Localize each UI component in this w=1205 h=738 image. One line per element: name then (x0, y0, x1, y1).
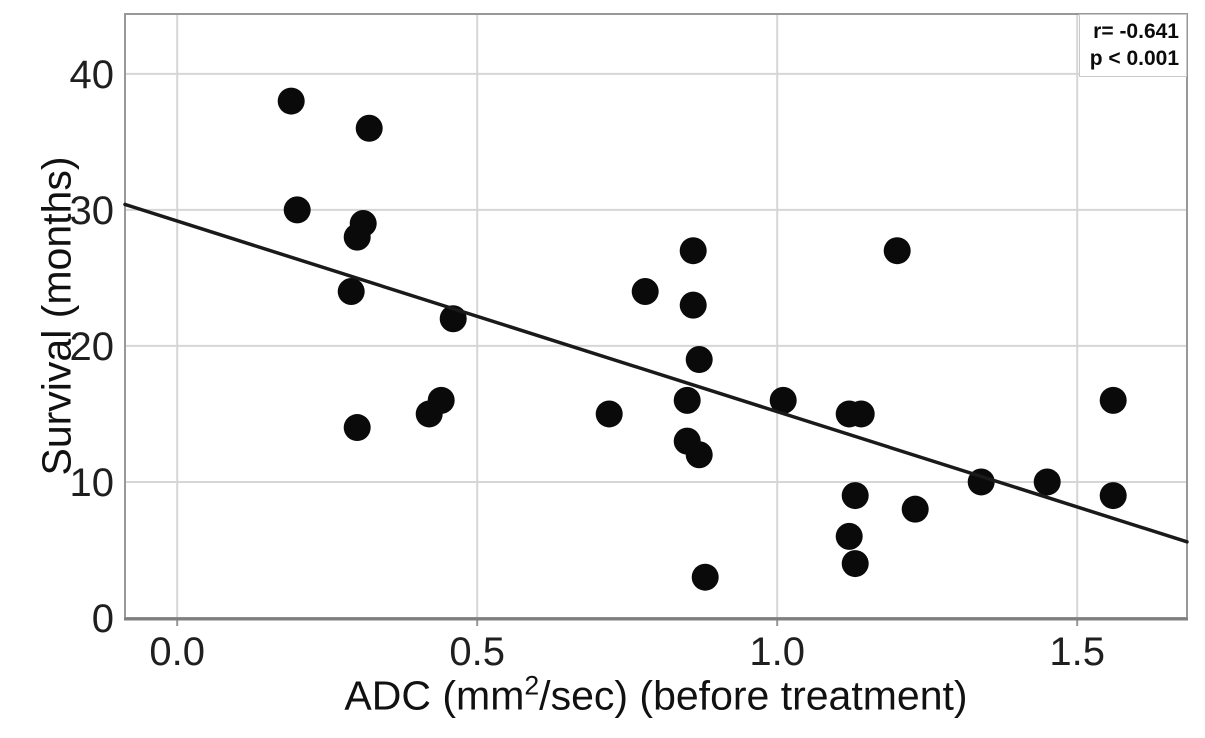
data-point (883, 237, 911, 265)
data-point (835, 522, 863, 550)
data-point (847, 400, 875, 428)
data-point (841, 550, 869, 578)
y-tick-label: 0 (92, 597, 114, 641)
y-tick-label: 10 (70, 461, 115, 505)
x-tick-label: 1.0 (749, 630, 805, 674)
x-axis-title-superscript: 2 (524, 670, 540, 701)
data-point (283, 196, 311, 224)
data-point (685, 441, 713, 469)
data-point (673, 386, 701, 414)
data-point (679, 237, 707, 265)
data-point (595, 400, 623, 428)
data-point (343, 414, 371, 442)
data-point (355, 114, 383, 142)
data-point (841, 482, 869, 510)
data-point (1099, 386, 1127, 414)
r-value-text: r= -0.641 (1093, 20, 1179, 43)
x-axis-title: ADC (mm2/sec) (before treatment) (344, 670, 968, 720)
x-tick-label: 0.0 (149, 630, 205, 674)
y-tick-label: 20 (70, 325, 115, 369)
x-tick-label: 0.5 (449, 630, 505, 674)
y-axis-title: Survival (months) (34, 157, 81, 476)
x-tick-label: 1.5 (1049, 630, 1105, 674)
data-point (1033, 468, 1061, 496)
data-point (337, 278, 365, 306)
data-point (631, 278, 659, 306)
data-point (343, 223, 371, 251)
x-axis-title-suffix: /sec) (before treatment) (539, 672, 968, 719)
data-point (691, 563, 719, 591)
data-point (769, 386, 797, 414)
y-tick-label: 40 (70, 53, 115, 97)
data-point (679, 291, 707, 319)
x-axis-title-prefix: ADC (mm (344, 672, 525, 719)
data-point (415, 400, 443, 428)
data-point (901, 495, 929, 523)
y-axis-title-text: Survival (months) (33, 156, 80, 476)
data-point (685, 346, 713, 374)
regression-line (123, 202, 1189, 544)
y-tick-label: 30 (70, 189, 115, 233)
correlation-annotation: r= -0.641 p < 0.001 (1078, 14, 1187, 77)
data-point (1099, 482, 1127, 510)
p-value-text: p < 0.001 (1089, 47, 1179, 70)
data-point (277, 87, 305, 115)
